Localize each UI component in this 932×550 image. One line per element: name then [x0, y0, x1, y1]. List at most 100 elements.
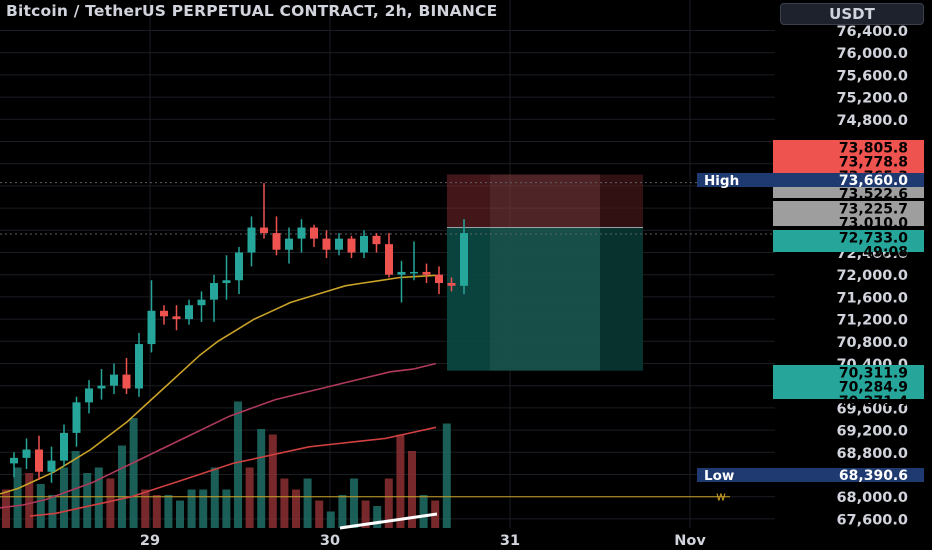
volume-bar: [419, 495, 428, 528]
low-tag: Low 68,390.6: [697, 468, 924, 484]
alert-marker: w: [716, 490, 726, 504]
candle-body: [185, 305, 193, 320]
volume-bar: [13, 467, 22, 528]
price-tag-red-bg: [773, 140, 924, 173]
price-tag-green: 70,311.970,284.970,271.4: [773, 365, 924, 410]
volume-bar: [303, 478, 312, 528]
candle-body: [147, 310, 156, 345]
volume-bar: [361, 500, 370, 528]
candle-body: [197, 299, 206, 306]
candle-body: [310, 227, 318, 239]
volume-bar: [245, 467, 254, 528]
candle-body: [372, 235, 381, 245]
candle-body: [172, 316, 181, 320]
volume-bar: [187, 489, 196, 528]
high-tag-label: High: [704, 173, 739, 189]
candle-body: [210, 283, 218, 300]
y-tick-label: 76,400.0: [836, 24, 908, 40]
y-tick-label: 70,800.0: [836, 335, 908, 351]
candle-body: [447, 283, 456, 286]
y-tick-label: 68,000.0: [836, 490, 908, 506]
candle-body: [322, 238, 331, 250]
x-tick-label: 30: [320, 533, 340, 549]
y-tick-label: 69,200.0: [836, 424, 908, 440]
price-tag-green-text: 70,271.4: [839, 394, 908, 410]
y-tick-label: 72,000.0: [836, 268, 908, 284]
low-tag-label: Low: [704, 468, 734, 484]
candle-body: [285, 238, 293, 250]
candle-body: [35, 449, 43, 472]
volume-series: [2, 401, 451, 528]
y-tick-label: 69,600.0: [836, 401, 908, 417]
low-tag-value: 68,390.6: [839, 468, 908, 484]
candle-series: [10, 183, 468, 483]
candle-body: [422, 271, 431, 275]
candle-body: [410, 271, 418, 274]
candle-body: [235, 252, 243, 281]
x-axis: 29 30 31 Nov: [140, 533, 706, 549]
y-tick-label: 75,600.0: [836, 68, 908, 84]
volume-bar: [25, 473, 34, 528]
candle-body: [460, 233, 468, 286]
x-tick-label: 29: [140, 533, 160, 549]
x-tick-label: 31: [500, 533, 520, 549]
price-tag-green-text: 70,311.9: [839, 366, 908, 382]
y-tick-label: 71,200.0: [836, 313, 908, 329]
volume-bar: [442, 423, 451, 528]
position-stop-zone: [447, 174, 643, 228]
chart-title: Bitcoin / TetherUS PERPETUAL CONTRACT, 2…: [6, 2, 498, 20]
volume-bar: [280, 478, 289, 528]
y-tick-label: 75,200.0: [836, 91, 908, 107]
volume-bar: [48, 495, 57, 528]
price-tag-grey-text: 73,522.6: [839, 187, 908, 203]
candle-body: [347, 238, 356, 253]
candle-body: [272, 233, 281, 250]
price-tag-grey-bg: [773, 186, 924, 198]
candle-body: [260, 227, 268, 234]
candle-body: [435, 274, 443, 284]
high-tag-bg: [697, 173, 924, 187]
volume-bar: [396, 434, 405, 528]
current-price-tag-text: 72,733.0: [839, 231, 908, 247]
candle-body: [222, 280, 231, 284]
price-tag-grey-pair-text: 73,225.7: [839, 202, 908, 218]
volume-bar: [83, 473, 92, 528]
candle-body: [97, 385, 106, 389]
moving-average-line: [0, 362, 437, 509]
high-tag: High 73,660.0: [697, 173, 924, 189]
candle-body: [247, 227, 256, 253]
volume-bar: [60, 467, 68, 528]
volume-bar: [338, 495, 347, 528]
price-tag-grey-pair: 73,225.773,010.0: [773, 201, 924, 232]
candle-body: [135, 344, 143, 389]
volume-bar: [118, 445, 126, 528]
current-price-tag-text: 49:08: [863, 245, 908, 261]
currency-button[interactable]: USDT: [780, 3, 924, 25]
volume-bar: [2, 489, 10, 528]
volume-bar: [71, 451, 80, 528]
candle-body: [60, 432, 68, 461]
volume-bar: [326, 511, 335, 528]
price-tag-green-text: 70,284.9: [839, 380, 908, 396]
volume-bar: [268, 434, 277, 528]
volume-bar: [350, 478, 358, 528]
y-tick-label: 68,800.0: [836, 446, 908, 462]
candle-body: [47, 460, 56, 472]
price-tag-grey-pair-text: 73,010.0: [839, 216, 908, 232]
moving-average-line: [0, 274, 437, 495]
volume-bar: [141, 489, 150, 528]
y-axis: 76,400.0 76,000.0 75,600.0 75,200.0 74,800.0…: [836, 24, 908, 528]
candle-body: [122, 374, 131, 389]
price-tag-red-text: 73,778.8: [839, 155, 908, 171]
high-tag-value: 73,660.0: [839, 173, 908, 189]
current-price-tag: 72,733.049:08: [773, 230, 924, 261]
current-price-tag-bg: [773, 230, 924, 252]
candle-body: [360, 235, 368, 253]
y-tick-label: 76,000.0: [836, 46, 908, 62]
candle-body: [10, 457, 18, 464]
volume-bar: [373, 506, 382, 528]
moving-average-line: [29, 426, 437, 517]
candle-body: [85, 388, 93, 403]
volume-bar: [199, 489, 208, 528]
